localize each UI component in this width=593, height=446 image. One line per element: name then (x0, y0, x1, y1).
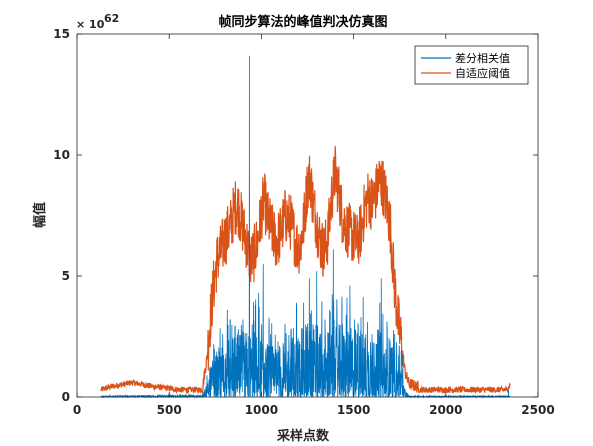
x-tick-label: 1000 (245, 403, 278, 417)
x-tick-label: 500 (157, 403, 182, 417)
legend-entry: 自适应阈值 (455, 66, 510, 80)
x-tick-label: 0 (73, 403, 81, 417)
series-adaptive-threshold (100, 145, 511, 395)
chart-title: 帧同步算法的峰值判决仿真图 (218, 14, 387, 30)
y-tick-label: 0 (62, 390, 70, 404)
axes-box (76, 33, 539, 398)
plot-area (77, 34, 538, 399)
x-tick-label: 1500 (337, 403, 370, 417)
legend-box (414, 45, 529, 85)
y-exponent-power: 62 (104, 12, 119, 25)
y-axis-title: 幅值 (32, 202, 48, 228)
y-exponent-base: × 10 (76, 18, 105, 31)
legend-entry: 差分相关值 (455, 51, 510, 65)
x-axis-title: 采样点数 (276, 428, 330, 444)
x-tick-label: 2500 (521, 403, 554, 417)
y-tick-label: 15 (53, 27, 70, 41)
y-tick-label: 5 (62, 269, 70, 283)
x-tick-label: 2000 (429, 403, 462, 417)
y-tick-label: 10 (53, 148, 70, 162)
axes: 0 500 1000 1500 2000 2500 0 5 10 15 (53, 27, 554, 417)
